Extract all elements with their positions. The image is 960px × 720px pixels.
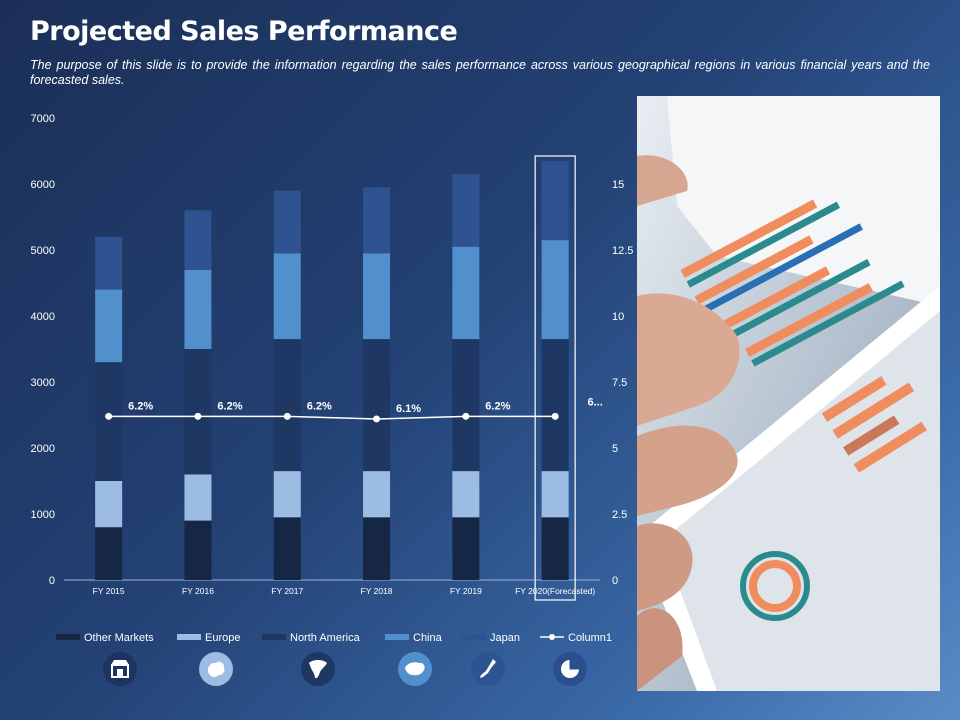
y2-tick-label: 10	[612, 311, 624, 323]
data-label: 6.2%	[485, 400, 510, 412]
line-path	[108, 415, 556, 420]
x-tick-label: FY 2019	[450, 586, 482, 596]
y2-tick-label: 5	[612, 443, 618, 455]
legend-label: Europe	[205, 632, 240, 644]
bar-segment	[452, 517, 480, 580]
forecast-highlight-box	[534, 155, 576, 601]
store-icon	[103, 652, 137, 686]
bar-segment	[363, 253, 391, 340]
line-point	[283, 412, 291, 420]
bar-segment	[541, 240, 569, 340]
legend-label: Japan	[490, 632, 520, 644]
bar-segment	[363, 187, 391, 254]
page-title: Projected Sales Performance	[30, 16, 458, 47]
legend-label: North America	[290, 632, 361, 644]
page-subtitle: The purpose of this slide is to provide …	[30, 58, 930, 87]
y-axis-ticks: 0 1000 2000 3000 4000 5000 6000 7000	[31, 113, 55, 587]
legend-swatch	[56, 634, 80, 640]
bar-segment	[95, 236, 123, 290]
bar-segment	[95, 481, 123, 528]
bar-segment	[273, 253, 301, 340]
bar-segment	[452, 246, 480, 340]
y2-axis-ticks: 0 2.5 5 7.5 10 12.5 15	[612, 179, 633, 587]
x-tick-label: FY 2015	[93, 586, 125, 596]
bar-segment	[363, 517, 391, 580]
y-tick-label: 4000	[31, 311, 55, 323]
y2-tick-label: 12.5	[612, 245, 633, 257]
y-tick-label: 2000	[31, 443, 55, 455]
y2-tick-label: 2.5	[612, 509, 627, 521]
legend-swatch	[549, 634, 555, 640]
bar-segment	[363, 339, 391, 472]
bar-segment	[452, 174, 480, 247]
bar-segment	[184, 269, 212, 349]
legend-swatch	[177, 634, 201, 640]
x-axis-ticks: FY 2015 FY 2016 FY 2017 FY 2018 FY 2019 FY 20…	[93, 586, 596, 596]
y-tick-label: 6000	[31, 179, 55, 191]
bar-segment	[95, 362, 123, 481]
bar-segment	[541, 339, 569, 472]
y-tick-label: 5000	[31, 245, 55, 257]
bar-group	[95, 160, 569, 580]
bar-segment	[363, 471, 391, 518]
legend-label: China	[413, 632, 443, 644]
y-tick-label: 3000	[31, 377, 55, 389]
y2-tick-label: 0	[612, 575, 618, 587]
y-tick-label: 0	[49, 575, 55, 587]
legend-swatch	[385, 634, 409, 640]
japan-map-icon	[471, 652, 505, 686]
north-america-map-icon	[301, 652, 335, 686]
bar-segment	[273, 471, 301, 518]
x-tick-label: FY 2017	[271, 586, 303, 596]
line-series: 6.2% 6.2% 6.2% 6.1% 6.2% 6...	[105, 396, 603, 423]
bar-segment	[541, 160, 569, 241]
x-tick-label: FY 2020(Forecasted)	[515, 586, 595, 596]
line-point	[462, 412, 470, 420]
stacked-bar-chart: 0 1000 2000 3000 4000 5000 6000 7000 0 2.5 5 7.5 10…	[31, 113, 633, 644]
bar-segment	[273, 339, 301, 472]
y-tick-label: 7000	[31, 113, 55, 125]
x-tick-label: FY 2018	[361, 586, 393, 596]
data-label: 6.2%	[128, 400, 153, 412]
data-label: 6.1%	[396, 403, 421, 415]
legend-swatch	[462, 634, 486, 640]
bar-segment	[452, 339, 480, 472]
legend-label: Other Markets	[84, 632, 154, 644]
bar-segment	[184, 474, 212, 521]
data-label: 6.2%	[307, 400, 332, 412]
legend-label: Column1	[568, 632, 612, 644]
bar-segment	[95, 527, 123, 580]
y-tick-label: 1000	[31, 509, 55, 521]
x-tick-label: FY 2016	[182, 586, 214, 596]
y2-tick-label: 7.5	[612, 377, 627, 389]
bar-segment	[273, 190, 301, 254]
pie-chart-icon	[553, 652, 587, 686]
line-point	[194, 412, 202, 420]
line-point	[373, 415, 381, 423]
y2-tick-label: 15	[612, 179, 624, 191]
bar-segment	[541, 517, 569, 580]
legend-swatch	[262, 634, 286, 640]
line-point	[105, 412, 113, 420]
europe-map-icon	[199, 652, 233, 686]
china-map-icon	[398, 652, 432, 686]
line-point	[551, 412, 559, 420]
bar-segment	[273, 517, 301, 580]
bar-segment	[184, 349, 212, 475]
bar-segment	[184, 520, 212, 580]
data-label: 6...	[588, 396, 603, 408]
tablet-charts-photo	[637, 96, 940, 691]
bar-segment	[184, 210, 212, 270]
data-label: 6.2%	[217, 400, 242, 412]
bar-segment	[452, 471, 480, 518]
bar-segment	[95, 289, 123, 363]
bar-segment	[541, 471, 569, 518]
chart-legend: Other Markets Europe North America China Jap…	[56, 632, 612, 644]
